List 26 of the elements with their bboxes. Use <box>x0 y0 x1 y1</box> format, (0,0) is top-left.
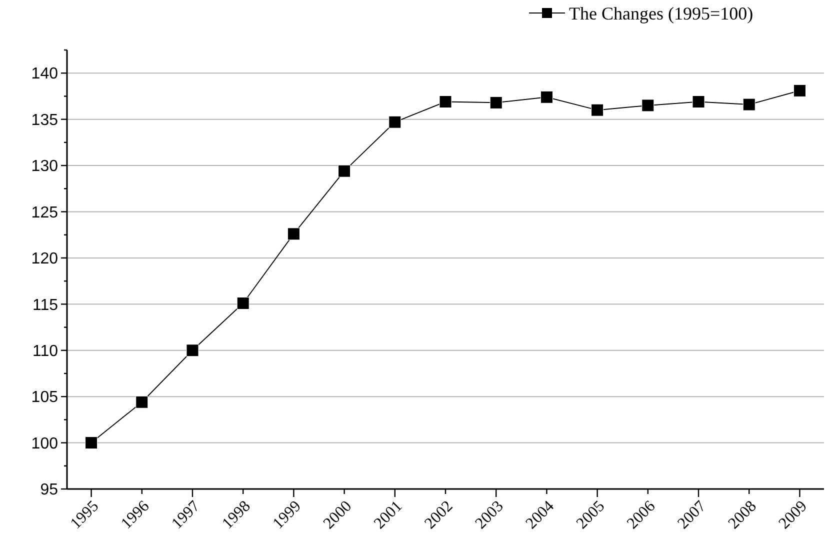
y-tick-label: 120 <box>31 250 58 268</box>
y-tick-label: 115 <box>32 296 58 314</box>
point <box>85 436 98 450</box>
legend-label: The Changes (1995=100) <box>569 3 754 24</box>
y-tick-label: 110 <box>32 342 58 360</box>
y-tick-label: 100 <box>31 435 58 452</box>
y-tick-label: 95 <box>40 482 58 499</box>
y-tick-label: 125 <box>31 204 58 222</box>
point <box>287 228 300 240</box>
point <box>338 164 351 178</box>
point <box>136 396 148 408</box>
point <box>540 90 553 104</box>
point <box>642 99 654 112</box>
point <box>793 84 806 97</box>
y-tick-label: 135 <box>31 112 58 129</box>
y-tick-label: 130 <box>31 158 58 176</box>
point <box>742 98 756 111</box>
point <box>236 296 250 310</box>
point <box>692 96 705 108</box>
y-tick-label: 140 <box>31 66 58 83</box>
point <box>591 104 604 116</box>
point <box>186 344 199 357</box>
point <box>490 96 502 109</box>
point <box>439 96 452 108</box>
point <box>388 116 402 128</box>
y-tick-label: 105 <box>31 389 58 406</box>
